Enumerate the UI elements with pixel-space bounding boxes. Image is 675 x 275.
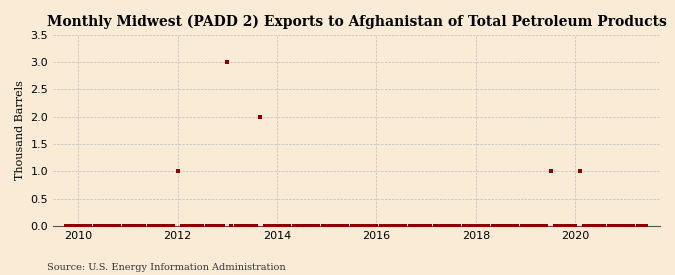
Y-axis label: Thousand Barrels: Thousand Barrels [15,80,25,180]
Title: Monthly Midwest (PADD 2) Exports to Afghanistan of Total Petroleum Products: Monthly Midwest (PADD 2) Exports to Afgh… [47,15,666,29]
Text: Source: U.S. Energy Information Administration: Source: U.S. Energy Information Administ… [47,263,286,272]
